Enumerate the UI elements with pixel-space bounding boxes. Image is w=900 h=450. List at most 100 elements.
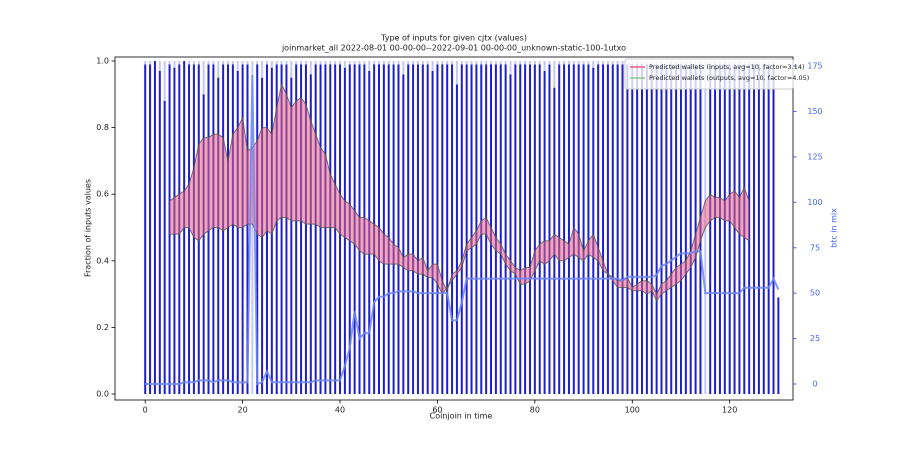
bar-segment <box>431 70 434 395</box>
y2-tick-label: 75 <box>810 243 820 252</box>
bar-segment <box>412 60 415 65</box>
bar-segment <box>519 64 522 395</box>
y2-tick-label: 50 <box>810 289 820 298</box>
bar-segment <box>460 64 463 395</box>
bar-segment <box>377 60 380 65</box>
bar-segment <box>679 64 682 395</box>
bar-segment <box>592 67 595 395</box>
bar-segment <box>709 64 712 395</box>
bar-segment <box>465 64 468 395</box>
bar-segment <box>524 60 527 65</box>
bar-segment <box>227 64 229 395</box>
bar-segment <box>718 64 721 395</box>
y2-tick-label: 0 <box>812 380 817 389</box>
bar-segment <box>470 64 473 395</box>
bar-segment <box>626 64 629 395</box>
bar-segment <box>602 60 605 65</box>
bar-segment <box>714 64 717 395</box>
bar-segment <box>300 64 303 395</box>
bar-segment <box>241 64 244 395</box>
bar-segment <box>290 60 293 78</box>
bar-segment <box>494 64 497 395</box>
bar-segment <box>563 60 566 65</box>
bar-segment <box>173 60 176 68</box>
bar-segment <box>684 64 687 395</box>
bar-segment <box>392 64 395 395</box>
bar-segment <box>650 64 653 395</box>
bar-segment <box>412 64 415 395</box>
bar-segment <box>543 70 546 395</box>
bar-segment <box>753 64 756 395</box>
bar-segment <box>616 60 619 65</box>
bar-segment <box>251 60 254 395</box>
bar-segment <box>533 60 536 65</box>
bar-segment <box>665 64 668 395</box>
bar-segment <box>387 64 390 395</box>
bar-segment <box>533 64 536 395</box>
bar-segment <box>163 60 166 101</box>
bar-segment <box>319 64 322 395</box>
x-tick-label: 120 <box>722 406 737 415</box>
y-tick-label: 0.0 <box>96 390 109 399</box>
bar-segment <box>217 77 220 395</box>
bar-segment <box>387 60 390 65</box>
bar-segment <box>504 64 507 395</box>
bar-segment <box>567 60 570 65</box>
x-tick-label: 80 <box>530 406 540 415</box>
bar-segment <box>548 60 551 65</box>
bar-segment <box>265 60 268 65</box>
bar-segment <box>300 60 303 65</box>
bar-segment <box>514 64 517 395</box>
bar-segment <box>144 64 147 395</box>
bar-segment <box>528 64 531 395</box>
bar-segment <box>197 60 200 65</box>
y2-tick-label: 125 <box>807 152 822 161</box>
bar-segment <box>431 60 434 71</box>
bar-segment <box>231 64 234 395</box>
bar-segment <box>256 60 259 65</box>
bar-segment <box>548 64 551 395</box>
y-tick-label: 0.6 <box>96 190 109 199</box>
bar-segment <box>295 64 298 395</box>
bar-segment <box>509 74 512 395</box>
bar-segment <box>261 60 264 78</box>
bar-segment <box>606 60 609 65</box>
bar-segment <box>524 64 527 395</box>
bar-segment <box>694 64 697 395</box>
bar-segment <box>227 60 229 65</box>
chart-subtitle: joinmarket_all 2022-08-01 00-00-00--2022… <box>281 44 626 53</box>
plot-frame <box>114 56 794 401</box>
bar-segment <box>558 60 561 65</box>
bar-segment <box>602 64 605 395</box>
bar-segment <box>621 64 624 395</box>
bar-segment <box>480 60 483 65</box>
bar-segment <box>606 64 609 395</box>
bar-segment <box>597 60 600 65</box>
y-tick-label: 0.2 <box>96 323 109 332</box>
bar-segment <box>475 60 478 65</box>
bar-segment <box>304 64 307 395</box>
bar-segment <box>451 60 454 65</box>
bar-segment <box>777 297 780 395</box>
bar-segment <box>290 77 293 395</box>
bar-segment <box>621 60 624 65</box>
bar-segment <box>762 64 765 395</box>
bar-segment <box>577 60 580 65</box>
bar-segment <box>402 60 405 75</box>
bar-segment <box>504 60 507 65</box>
bar-segment <box>241 60 244 65</box>
bar-segment <box>382 60 385 65</box>
bar-segment <box>188 60 191 65</box>
y2-tick-label: 25 <box>810 334 820 343</box>
bar-segment <box>460 60 463 65</box>
bar-segment <box>636 64 639 395</box>
bar-segment <box>324 60 327 65</box>
bar-segment <box>319 60 322 65</box>
bar-segment <box>455 60 458 85</box>
bar-segment <box>158 70 161 395</box>
bar-segment <box>592 60 595 68</box>
bar-segment <box>270 60 273 68</box>
legend-box <box>624 58 794 90</box>
bar-segment <box>728 64 731 395</box>
x-tick-label: 0 <box>143 406 148 415</box>
